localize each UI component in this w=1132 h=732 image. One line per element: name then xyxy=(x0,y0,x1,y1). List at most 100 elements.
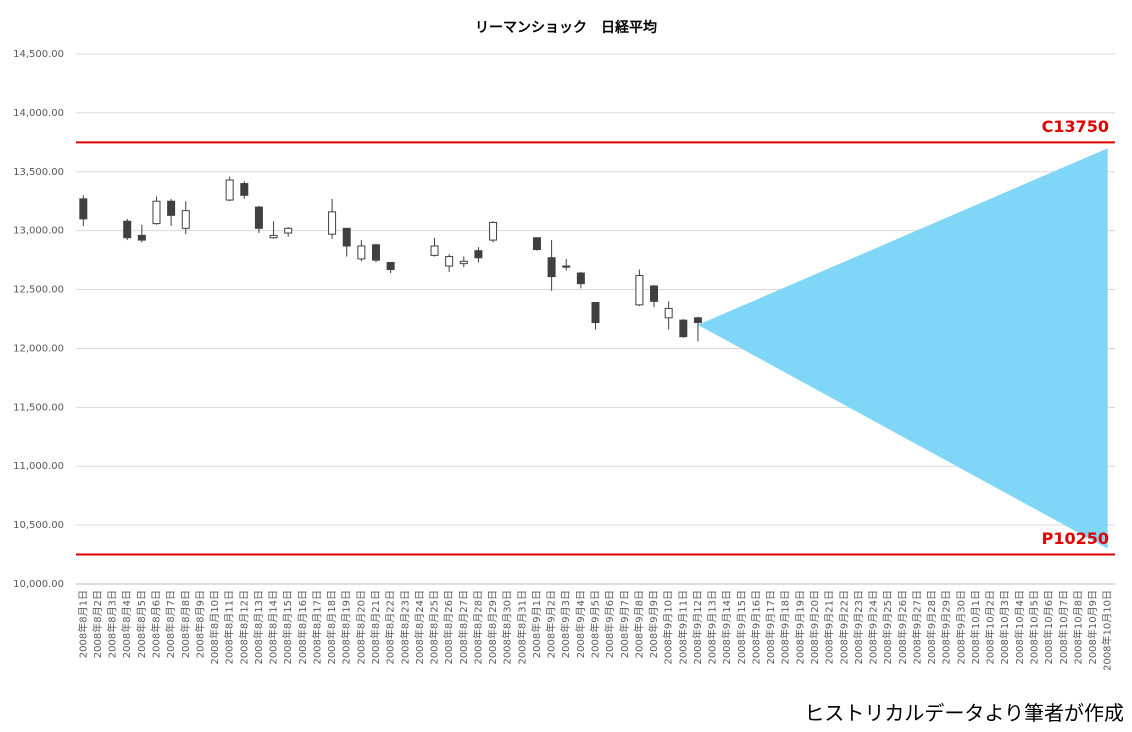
x-tick-label: 2008年8月22日 xyxy=(384,590,397,665)
x-tick-label: 2008年8月24日 xyxy=(413,590,426,665)
x-tick-label: 2008年8月25日 xyxy=(428,590,441,665)
y-tick-label: 13,500.00 xyxy=(13,167,64,178)
x-tick-label: 2008年9月29日 xyxy=(940,590,953,665)
x-tick-label: 2008年8月27日 xyxy=(457,590,470,665)
forecast-band xyxy=(697,148,1108,549)
candle-body xyxy=(254,206,263,229)
x-tick-label: 2008年8月3日 xyxy=(106,590,119,658)
x-tick-label: 2008年9月11日 xyxy=(676,590,689,665)
candle-body xyxy=(650,285,659,302)
x-tick-label: 2008年9月8日 xyxy=(632,590,645,658)
x-tick-label: 2008年8月28日 xyxy=(471,590,484,665)
x-tick-label: 2008年8月6日 xyxy=(149,590,162,658)
candle-body xyxy=(167,200,176,216)
candle-body xyxy=(664,307,673,319)
x-tick-label: 2008年9月28日 xyxy=(925,590,938,665)
x-tick-label: 2008年10月5日 xyxy=(1028,590,1041,665)
y-tick-label: 10,500.00 xyxy=(13,520,64,531)
candle-body xyxy=(284,227,293,234)
y-tick-label: 12,000.00 xyxy=(13,343,64,354)
x-tick-label: 2008年10月9日 xyxy=(1086,590,1099,665)
x-tick-label: 2008年9月20日 xyxy=(808,590,821,665)
x-tick-label: 2008年10月1日 xyxy=(969,590,982,665)
x-tick-label: 2008年10月8日 xyxy=(1071,590,1084,665)
x-tick-label: 2008年9月1日 xyxy=(530,590,543,658)
x-tick-label: 2008年8月30日 xyxy=(501,590,514,665)
candle-body xyxy=(371,244,380,261)
x-tick-label: 2008年8月26日 xyxy=(442,590,455,665)
y-tick-label: 10,000.00 xyxy=(13,579,64,590)
chart: リーマンショック 日経平均 10,000.00 10,500.00 11,000.0… xyxy=(13,19,1115,671)
x-tick-label: 2008年8月2日 xyxy=(91,590,104,658)
x-tick-label: 2008年8月7日 xyxy=(164,590,177,658)
candle-body xyxy=(240,183,249,196)
x-tick-label: 2008年8月15日 xyxy=(281,590,294,665)
x-tick-label: 2008年8月13日 xyxy=(252,590,265,665)
y-tick-label: 14,000.00 xyxy=(13,108,64,119)
x-tick-label: 2008年8月19日 xyxy=(340,590,353,665)
x-tick-label: 2008年10月4日 xyxy=(1013,590,1026,665)
x-tick-label: 2008年8月18日 xyxy=(325,590,338,665)
x-tick-label: 2008年8月5日 xyxy=(135,590,148,658)
x-tick-label: 2008年9月14日 xyxy=(720,590,733,665)
candle-body xyxy=(576,272,585,285)
x-tick-label: 2008年9月26日 xyxy=(896,590,909,665)
candle-body xyxy=(635,274,644,306)
x-tick-label: 2008年9月3日 xyxy=(559,590,572,658)
x-tick-label: 2008年8月14日 xyxy=(267,590,280,665)
y-tick-label: 11,500.00 xyxy=(13,402,64,413)
y-tick-label: 13,000.00 xyxy=(13,226,64,237)
x-tick-label: 2008年9月4日 xyxy=(574,590,587,658)
x-tick-label: 2008年10月2日 xyxy=(984,590,997,665)
x-tick-label: 2008年8月10日 xyxy=(208,590,221,665)
candle-body xyxy=(679,319,688,338)
chart-title: リーマンショック 日経平均 xyxy=(475,19,657,36)
x-tick-label: 2008年8月4日 xyxy=(120,590,133,658)
x-tick-label: 2008年8月21日 xyxy=(369,590,382,665)
x-tick-label: 2008年8月9日 xyxy=(193,590,206,658)
x-tick-label: 2008年10月3日 xyxy=(998,590,1011,665)
source-note: ヒストリカルデータより筆者が作成 xyxy=(804,701,1124,725)
candle-body xyxy=(474,250,483,259)
x-tick-label: 2008年9月19日 xyxy=(793,590,806,665)
x-tick-label: 2008年8月23日 xyxy=(398,590,411,665)
x-tick-label: 2008年9月18日 xyxy=(779,590,792,665)
x-tick-label: 2008年10月10日 xyxy=(1101,590,1114,671)
candle-body xyxy=(547,257,556,278)
candle-body xyxy=(152,200,161,225)
x-tick-label: 2008年9月23日 xyxy=(852,590,865,665)
candle-body xyxy=(79,198,88,220)
x-tick-label: 2008年9月22日 xyxy=(837,590,850,665)
x-tick-label: 2008年8月29日 xyxy=(486,590,499,665)
x-tick-label: 2008年10月6日 xyxy=(1042,590,1055,665)
x-tick-label: 2008年9月2日 xyxy=(545,590,558,658)
candle-body xyxy=(328,211,337,235)
x-tick-label: 2008年9月10日 xyxy=(662,590,675,665)
reference-label: P10250 xyxy=(1042,529,1109,548)
candle-body xyxy=(137,234,146,241)
candle-body xyxy=(181,210,190,229)
x-tick-label: 2008年8月1日 xyxy=(76,590,89,658)
x-tick-label: 2008年9月24日 xyxy=(867,590,880,665)
x-tick-label: 2008年9月27日 xyxy=(910,590,923,665)
candle-body xyxy=(445,256,454,267)
x-tick-label: 2008年9月5日 xyxy=(589,590,602,658)
x-tick-label: 2008年8月12日 xyxy=(237,590,250,665)
candle-body xyxy=(342,227,351,247)
x-tick-label: 2008年8月8日 xyxy=(179,590,192,658)
x-tick-label: 2008年8月20日 xyxy=(354,590,367,665)
x-tick-label: 2008年8月11日 xyxy=(223,590,236,665)
x-tick-label: 2008年9月30日 xyxy=(954,590,967,665)
x-tick-label: 2008年9月25日 xyxy=(881,590,894,665)
x-tick-label: 2008年9月12日 xyxy=(691,590,704,665)
candle-body xyxy=(489,221,498,241)
x-tick-label: 2008年8月17日 xyxy=(310,590,323,665)
candle-body xyxy=(225,179,234,201)
x-tick-label: 2008年8月31日 xyxy=(515,590,528,665)
y-tick-label: 12,500.00 xyxy=(13,285,64,296)
y-tick-label: 14,500.00 xyxy=(13,49,64,60)
x-tick-label: 2008年9月16日 xyxy=(749,590,762,665)
x-tick-label: 2008年9月7日 xyxy=(618,590,631,658)
x-tick-label: 2008年9月17日 xyxy=(764,590,777,665)
